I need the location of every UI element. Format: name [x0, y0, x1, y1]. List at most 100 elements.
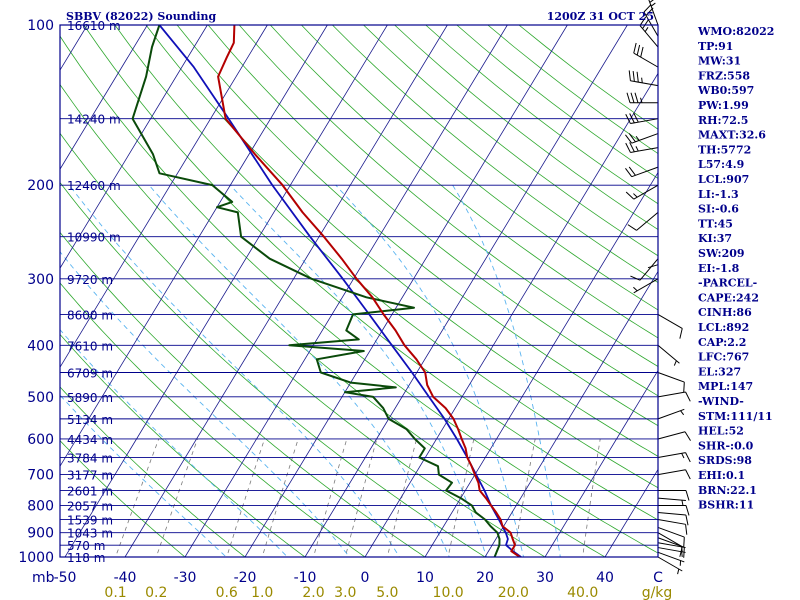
valid-time: 1200Z 31 OCT 25: [547, 10, 654, 23]
mixing-ratio-tick-label: 1.0: [251, 585, 273, 600]
mixing-ratio-unit-label: g/kg: [642, 585, 673, 600]
mixing-ratio-line: [155, 438, 198, 557]
index-value: CINH:86: [698, 306, 752, 319]
wind-barb: [657, 497, 686, 506]
wind-barb: [657, 314, 683, 339]
dry-adiabat: [60, 181, 486, 557]
wind-barb: [625, 133, 659, 144]
pressure-tick-label: 700: [27, 468, 54, 484]
isotherm: [244, 25, 568, 557]
wind-barb: [658, 490, 690, 501]
index-value: LI:-1.3: [698, 188, 739, 201]
moist-adiabat: [148, 184, 450, 557]
index-value: SI:-0.6: [698, 203, 739, 216]
wind-barb: [630, 258, 659, 281]
wind-barb: [633, 278, 659, 294]
mixing-ratio-tick-label: 5.0: [376, 585, 398, 600]
pressure-tick-label: 400: [27, 338, 54, 354]
dewpoint-trace: [131, 25, 501, 557]
dry-adiabat: [238, 25, 658, 367]
index-value: -WIND-: [698, 395, 744, 408]
wind-barb: [657, 556, 683, 575]
height-label: 5134 m: [67, 413, 113, 427]
height-label: 12460 m: [67, 179, 121, 193]
mixing-ratio-line: [226, 438, 265, 557]
isotherm: [60, 25, 328, 468]
wind-barb: [648, 0, 659, 26]
index-value: RH:72.5: [698, 114, 748, 127]
index-value: BRN:22.1: [698, 484, 757, 497]
dry-adiabat: [145, 25, 658, 457]
height-label: 5890 m: [67, 391, 113, 405]
index-value: MPL:147: [698, 380, 753, 393]
index-value: TT:45: [698, 217, 733, 230]
index-value: -PARCEL-: [698, 277, 757, 290]
index-value: MW:31: [698, 55, 741, 68]
isotherm: [424, 171, 658, 557]
temperature-tick-label: -30: [174, 570, 197, 586]
isotherm: [304, 25, 628, 557]
moist-adiabat: [452, 184, 561, 557]
height-label: 2601 m: [67, 485, 113, 499]
index-value: SRDS:98: [698, 454, 752, 467]
dry-adiabat: [207, 25, 658, 397]
mixing-ratio-tick-label: 3.0: [334, 585, 356, 600]
height-label: 1539 m: [67, 513, 113, 527]
dry-adiabat: [60, 132, 546, 557]
mixing-ratio-line: [447, 438, 475, 557]
wind-barb: [639, 16, 659, 48]
temperature-tick-label: -10: [294, 570, 317, 586]
height-label: 10990 m: [67, 231, 121, 245]
wind-barb: [657, 532, 683, 557]
temperature-unit-label: C: [653, 570, 663, 586]
isotherm: [484, 270, 658, 557]
index-value: TH:5772: [698, 143, 751, 156]
index-value: L57:4.9: [698, 158, 744, 171]
index-value: LFC:767: [698, 351, 749, 364]
temperature-tick-label: 0: [361, 570, 370, 586]
wind-barb: [628, 70, 659, 87]
height-label-layer: 16610 m 14240 m 12460 m 10990 m 9720 m 8600 m…: [67, 19, 121, 565]
mixing-ratio-line: [313, 438, 348, 557]
height-label: 2057 m: [67, 499, 113, 513]
pressure-tick-label: 200: [27, 178, 54, 194]
wind-barb: [625, 142, 659, 153]
moist-adiabat: [68, 184, 400, 557]
wind-barb: [625, 184, 659, 200]
dry-adiabat: [60, 440, 186, 557]
mixing-ratio-tick-label: 0.1: [104, 585, 126, 600]
dry-adiabat: [176, 25, 658, 427]
pressure-tick-label: 800: [27, 498, 54, 514]
height-label: 1043 m: [67, 527, 113, 541]
dry-adiabat: [270, 25, 658, 339]
dry-adiabat: [332, 25, 658, 284]
index-value: EL:327: [698, 365, 741, 378]
index-value: MAXT:32.6: [698, 129, 766, 142]
isotherm: [60, 25, 148, 170]
height-label: 3177 m: [67, 469, 113, 483]
mixing-ratio-line: [386, 438, 417, 557]
isotherm: [60, 25, 208, 269]
height-label: 8600 m: [67, 308, 113, 322]
moist-adiabat: [60, 251, 351, 557]
wind-barb: [657, 431, 691, 441]
wind-barb: [657, 512, 689, 526]
height-label: 14240 m: [67, 113, 121, 127]
height-label: 6709 m: [67, 367, 113, 381]
pressure-tick-label: 500: [27, 390, 54, 406]
pressure-tick-label: 600: [27, 432, 54, 448]
temperature-tick-label: 10: [416, 570, 434, 586]
isotherm: [124, 25, 448, 557]
parcel-trace: [158, 25, 522, 557]
wind-barb: [625, 166, 659, 178]
pressure-tick-label: 300: [27, 272, 54, 288]
dry-adiabat: [363, 25, 658, 257]
wind-barb: [658, 504, 690, 516]
wind-barb: [657, 518, 688, 535]
dry-adiabat: [60, 231, 426, 557]
height-label: 16610 m: [67, 19, 121, 33]
wind-barb: [627, 211, 659, 231]
height-label: 3784 m: [67, 451, 113, 465]
